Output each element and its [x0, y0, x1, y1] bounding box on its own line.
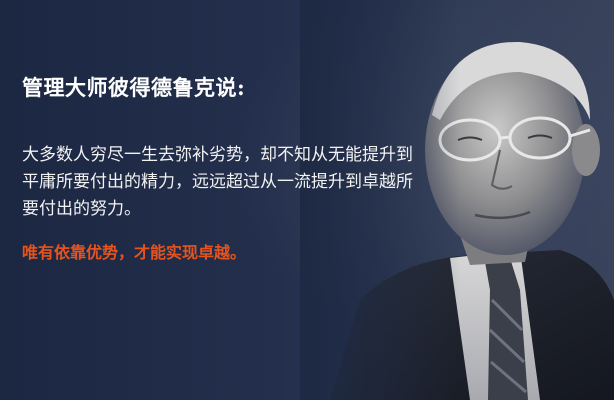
- conclusion-text: 唯有依靠优势，才能实现卓越。: [22, 243, 247, 262]
- quote-text: 大多数人穷尽一生去弥补劣势，却不知从无能提升到平庸所要付出的精力，远远超过从一流…: [22, 145, 413, 219]
- headline: 管理大师彼得德鲁克说:: [22, 75, 246, 100]
- text-panel: 管理大师彼得德鲁克说: 大多数人穷尽一生去弥补劣势，却不知从无能提升到平庸所要付…: [22, 72, 422, 263]
